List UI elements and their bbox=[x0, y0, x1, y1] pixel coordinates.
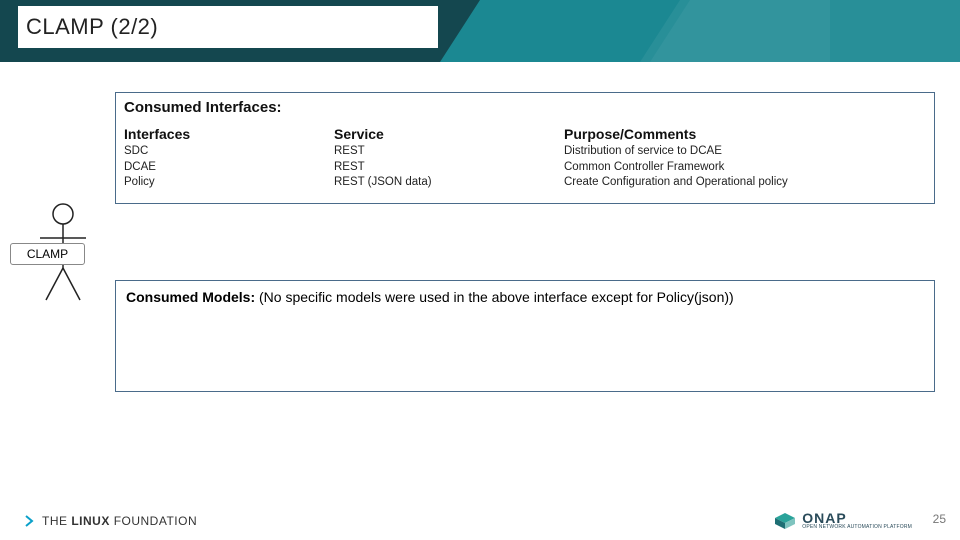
consumed-interfaces-box: Consumed Interfaces: Interfaces Service … bbox=[115, 92, 935, 204]
cell-iface: SDC bbox=[124, 144, 334, 160]
col-header-service: Service bbox=[334, 126, 564, 144]
slide-title: CLAMP (2/2) bbox=[26, 14, 158, 40]
lf-logo-post: FOUNDATION bbox=[114, 514, 197, 528]
title-box: CLAMP (2/2) bbox=[18, 6, 438, 48]
cell-purpose: Common Controller Framework bbox=[564, 160, 926, 176]
lf-logo-pre: THE bbox=[42, 514, 68, 528]
header-band-shape bbox=[640, 0, 960, 62]
footer: THE LINUX FOUNDATION ONAP OPEN NETWORK A… bbox=[0, 502, 960, 540]
cell-service: REST bbox=[334, 160, 564, 176]
lf-logo-text: THE LINUX FOUNDATION bbox=[42, 514, 197, 528]
actor-label: CLAMP bbox=[10, 243, 85, 265]
cell-purpose: Create Configuration and Operational pol… bbox=[564, 175, 926, 191]
lf-chevron-icon bbox=[22, 514, 36, 528]
cell-service: REST (JSON data) bbox=[334, 175, 564, 191]
onap-logo-sub: OPEN NETWORK AUTOMATION PLATFORM bbox=[802, 525, 912, 530]
header-band: CLAMP (2/2) bbox=[0, 0, 960, 62]
onap-cube-icon bbox=[774, 512, 796, 530]
consumed-models-text: (No specific models were used in the abo… bbox=[259, 289, 734, 305]
interfaces-table: Interfaces Service Purpose/Comments SDC … bbox=[124, 126, 926, 191]
onap-logo-main: ONAP bbox=[802, 511, 912, 525]
onap-logo: ONAP OPEN NETWORK AUTOMATION PLATFORM bbox=[774, 511, 912, 530]
col-header-interfaces: Interfaces bbox=[124, 126, 334, 144]
slide: CLAMP (2/2) Consumed Interfaces: Interfa… bbox=[0, 0, 960, 540]
cell-purpose: Distribution of service to DCAE bbox=[564, 144, 926, 160]
actor-label-text: CLAMP bbox=[27, 247, 68, 261]
consumed-interfaces-heading: Consumed Interfaces: bbox=[124, 99, 926, 116]
cell-iface: DCAE bbox=[124, 160, 334, 176]
page-number: 25 bbox=[933, 512, 946, 526]
cell-iface: Policy bbox=[124, 175, 334, 191]
consumed-models-line: Consumed Models: (No specific models wer… bbox=[126, 289, 924, 305]
consumed-models-lead: Consumed Models: bbox=[126, 289, 259, 305]
linux-foundation-logo: THE LINUX FOUNDATION bbox=[22, 514, 197, 528]
consumed-models-box: Consumed Models: (No specific models wer… bbox=[115, 280, 935, 392]
col-header-purpose: Purpose/Comments bbox=[564, 126, 926, 144]
cell-service: REST bbox=[334, 144, 564, 160]
onap-logo-text: ONAP OPEN NETWORK AUTOMATION PLATFORM bbox=[802, 511, 912, 530]
lf-logo-mid: LINUX bbox=[71, 514, 110, 528]
